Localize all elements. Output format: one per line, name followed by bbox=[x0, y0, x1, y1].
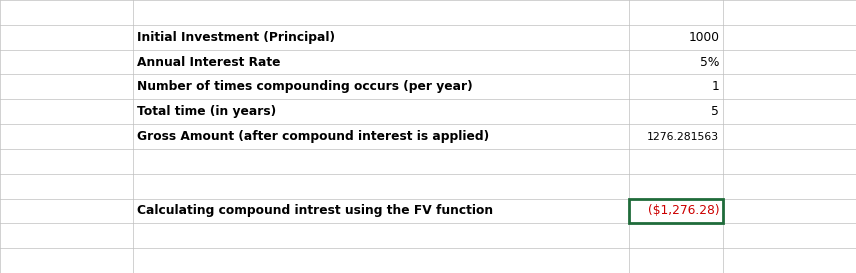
Text: Gross Amount (after compound interest is applied): Gross Amount (after compound interest is… bbox=[137, 130, 489, 143]
Text: 1276.281563: 1276.281563 bbox=[647, 132, 719, 141]
Text: 1: 1 bbox=[711, 80, 719, 93]
Text: Annual Interest Rate: Annual Interest Rate bbox=[137, 55, 280, 69]
Text: Total time (in years): Total time (in years) bbox=[137, 105, 276, 118]
Text: Initial Investment (Principal): Initial Investment (Principal) bbox=[137, 31, 335, 44]
Text: 1000: 1000 bbox=[688, 31, 719, 44]
Text: Calculating compound intrest using the FV function: Calculating compound intrest using the F… bbox=[137, 204, 493, 218]
Bar bbox=[629, 198, 723, 223]
Text: 5: 5 bbox=[711, 105, 719, 118]
Text: ($1,276.28): ($1,276.28) bbox=[648, 204, 719, 218]
Text: Number of times compounding occurs (per year): Number of times compounding occurs (per … bbox=[137, 80, 473, 93]
Text: 5%: 5% bbox=[700, 55, 719, 69]
